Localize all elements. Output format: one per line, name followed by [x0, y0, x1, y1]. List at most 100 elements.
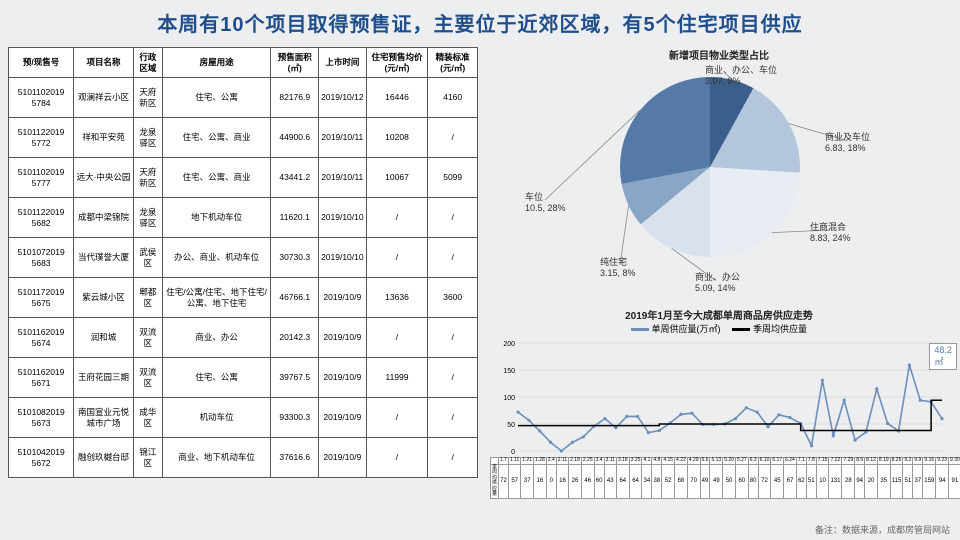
- table-cell: 办公、商业、机动车位: [162, 238, 271, 278]
- svg-text:150: 150: [503, 368, 515, 375]
- table-panel: 预/现售号项目名称行政区域房屋用途预售面积 (㎡)上市时间住宅预售均价 (元/㎡…: [8, 47, 478, 502]
- table-cell: 2019/10/12: [319, 78, 367, 118]
- table-cell: 5101082019 5673: [9, 398, 74, 438]
- table-cell: 祥和平安苑: [74, 118, 134, 158]
- svg-text:50: 50: [507, 422, 515, 429]
- table-cell: 住宅/公寓/住宅、地下住宅/公寓、地下住宅: [162, 278, 271, 318]
- table-cell: 5101042019 5672: [9, 438, 74, 478]
- table-cell: 锦江区: [133, 438, 162, 478]
- pie-slice-label: 商业、办公5.09, 14%: [695, 272, 740, 294]
- pie-title: 新增项目物业类型占比: [490, 47, 948, 62]
- line-svg: 050100150200: [490, 337, 950, 457]
- line-data-table: 1.71.111.211.282.42.112.182.253.43.113.1…: [490, 457, 960, 499]
- table-cell: 10067: [366, 158, 428, 198]
- svg-text:200: 200: [503, 341, 515, 348]
- line-callout: 48.2㎡: [929, 343, 957, 370]
- table-cell: 30730.3: [271, 238, 319, 278]
- table-cell: 南国宣业元悦城市广场: [74, 398, 134, 438]
- table-cell: 5099: [428, 158, 478, 198]
- table-cell: /: [428, 198, 478, 238]
- table-cell: 2019/10/11: [319, 118, 367, 158]
- table-cell: 观澜祥云小区: [74, 78, 134, 118]
- table-cell: 82176.9: [271, 78, 319, 118]
- pie-slice-label: 纯住宅3.15, 8%: [600, 257, 636, 279]
- svg-text:0: 0: [511, 449, 515, 456]
- table-header: 住宅预售均价 (元/㎡): [366, 48, 428, 78]
- table-cell: /: [428, 358, 478, 398]
- table-cell: /: [366, 438, 428, 478]
- table-cell: 住宅、公寓、商业: [162, 158, 271, 198]
- table-cell: 43441.2: [271, 158, 319, 198]
- table-cell: 2019/10/9: [319, 318, 367, 358]
- table-cell: 2019/10/11: [319, 158, 367, 198]
- table-cell: 武侯区: [133, 238, 162, 278]
- table-cell: 5101102019 5777: [9, 158, 74, 198]
- table-cell: /: [366, 318, 428, 358]
- table-cell: 住宅、公寓、商业: [162, 118, 271, 158]
- table-cell: /: [428, 318, 478, 358]
- table-header: 行政区域: [133, 48, 162, 78]
- legend-item: 季周均供应量: [732, 322, 807, 335]
- table-cell: 2019/10/9: [319, 358, 367, 398]
- table-cell: 双流区: [133, 318, 162, 358]
- page-title: 本周有10个项目取得预售证，主要位于近郊区域，有5个住宅项目供应: [0, 0, 960, 47]
- table-cell: 4160: [428, 78, 478, 118]
- table-cell: 双流区: [133, 358, 162, 398]
- table-header: 精装标准 (元/㎡): [428, 48, 478, 78]
- table-cell: 2019/10/9: [319, 398, 367, 438]
- table-row: 5101102019 5784观澜祥云小区天府新区住宅、公寓82176.9201…: [9, 78, 478, 118]
- footnote: 备注：数据来源，成都房管局网站: [815, 523, 950, 536]
- table-cell: /: [428, 438, 478, 478]
- table-cell: 2019/10/9: [319, 438, 367, 478]
- table-cell: 37616.6: [271, 438, 319, 478]
- table-cell: 46766.1: [271, 278, 319, 318]
- line-title: 2019年1月至今大成都单周商品房供应走势: [490, 307, 948, 322]
- table-cell: 11999: [366, 358, 428, 398]
- table-cell: /: [428, 238, 478, 278]
- table-header: 预售面积 (㎡): [271, 48, 319, 78]
- table-cell: 天府新区: [133, 158, 162, 198]
- table-cell: 2019/10/10: [319, 198, 367, 238]
- pie-slice-label: 商业及车位6.83, 18%: [825, 132, 870, 154]
- pie-slice-label: 车位10.5, 28%: [525, 192, 566, 214]
- table-cell: 当代璞誉大厦: [74, 238, 134, 278]
- table-row: 5101162019 5674润和城双流区商业、办公20142.32019/10…: [9, 318, 478, 358]
- table-row: 5101162019 5671王府花园三期双流区住宅、公寓39767.52019…: [9, 358, 478, 398]
- table-cell: 93300.3: [271, 398, 319, 438]
- table-row: 5101122019 5682成都中梁锦院龙泉驿区地下机动车位11620.120…: [9, 198, 478, 238]
- pie-slice-label: 住商混合8.83, 24%: [810, 222, 851, 244]
- table-cell: /: [366, 198, 428, 238]
- table-cell: 紫云城小区: [74, 278, 134, 318]
- pie-chart: 新增项目物业类型占比 商业、办公、车位3.07, 8%商业及车位6.83, 18…: [490, 47, 948, 307]
- table-cell: 44900.6: [271, 118, 319, 158]
- charts-panel: 新增项目物业类型占比 商业、办公、车位3.07, 8%商业及车位6.83, 18…: [478, 47, 948, 502]
- table-cell: 5101122019 5682: [9, 198, 74, 238]
- table-cell: 机动车位: [162, 398, 271, 438]
- pie-disc: [620, 77, 800, 257]
- table-row: 5101042019 5672融创玖樾台邸锦江区商业、地下机动车位37616.6…: [9, 438, 478, 478]
- table-cell: 5101122019 5772: [9, 118, 74, 158]
- line-chart: 2019年1月至今大成都单周商品房供应走势 单周供应量(万㎡) 季周均供应量 0…: [490, 307, 948, 502]
- table-cell: 龙泉驿区: [133, 198, 162, 238]
- table-cell: 润和城: [74, 318, 134, 358]
- table-cell: 39767.5: [271, 358, 319, 398]
- table-cell: /: [366, 238, 428, 278]
- table-cell: /: [428, 118, 478, 158]
- table-cell: 2019/10/9: [319, 278, 367, 318]
- table-cell: 5101072019 5683: [9, 238, 74, 278]
- table-cell: 成华区: [133, 398, 162, 438]
- table-cell: 5101162019 5671: [9, 358, 74, 398]
- table-cell: 13636: [366, 278, 428, 318]
- content-row: 预/现售号项目名称行政区域房屋用途预售面积 (㎡)上市时间住宅预售均价 (元/㎡…: [0, 47, 960, 502]
- table-cell: 11620.1: [271, 198, 319, 238]
- table-row: 5101172019 5675紫云城小区郫都区住宅/公寓/住宅、地下住宅/公寓、…: [9, 278, 478, 318]
- table-cell: 2019/10/10: [319, 238, 367, 278]
- table-cell: 成都中梁锦院: [74, 198, 134, 238]
- table-header: 项目名称: [74, 48, 134, 78]
- table-cell: 天府新区: [133, 78, 162, 118]
- table-row: 5101082019 5673南国宣业元悦城市广场成华区机动车位93300.32…: [9, 398, 478, 438]
- table-header: 房屋用途: [162, 48, 271, 78]
- table-cell: /: [428, 398, 478, 438]
- legend-item: 单周供应量(万㎡): [631, 322, 721, 335]
- table-cell: 融创玖樾台邸: [74, 438, 134, 478]
